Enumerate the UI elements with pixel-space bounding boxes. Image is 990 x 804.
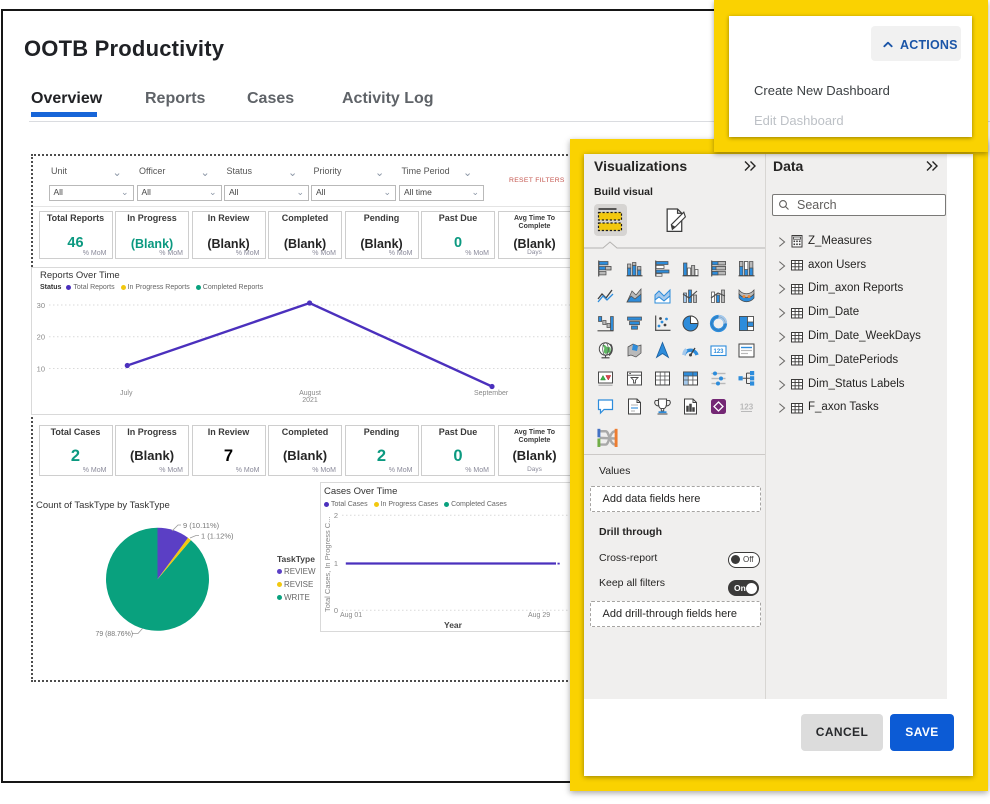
svg-text:30: 30	[37, 301, 45, 310]
svg-text:9 (10.11%): 9 (10.11%)	[183, 521, 220, 530]
svg-text:0: 0	[334, 606, 338, 615]
svg-text:20: 20	[37, 333, 45, 342]
svg-text:123: 123	[713, 349, 724, 355]
svg-text:Total Cases, In Progress C...: Total Cases, In Progress C...	[323, 517, 332, 612]
svg-text:1: 1	[334, 559, 338, 568]
svg-text:10: 10	[37, 365, 45, 374]
svg-text:2: 2	[334, 511, 338, 520]
svg-text:123: 123	[740, 402, 754, 411]
svg-text:1 (1.12%): 1 (1.12%)	[201, 532, 234, 541]
svg-text:79 (88.76%): 79 (88.76%)	[96, 631, 134, 638]
